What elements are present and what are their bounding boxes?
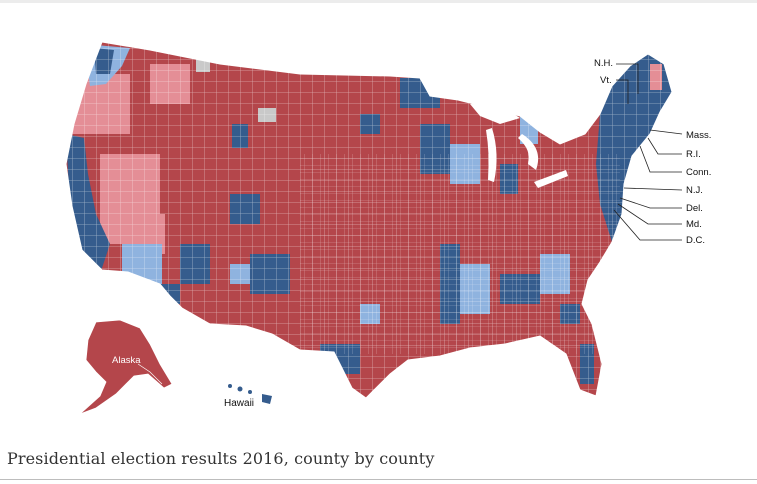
northeast-callouts: N.H. Vt. Mass. R.I. Conn. N.J. Del. Md. … — [594, 58, 711, 246]
lake-erie — [534, 170, 568, 188]
hawaii: Hawaii — [224, 384, 272, 409]
alaska: Alaska — [79, 319, 173, 415]
label-md: Md. — [686, 219, 702, 230]
lake-huron — [518, 134, 539, 170]
election-map: Alaska Hawaii N.H. Vt. Mass. R.I. Conn. … — [0, 4, 757, 436]
lake-michigan — [486, 128, 497, 182]
label-vt: Vt. — [600, 75, 612, 86]
top-divider — [0, 0, 757, 3]
label-del: Del. — [686, 203, 703, 214]
county-map-svg: Alaska Hawaii N.H. Vt. Mass. R.I. Conn. … — [65, 41, 711, 415]
label-mass: Mass. — [686, 130, 711, 141]
label-nj: N.J. — [686, 185, 703, 196]
label-alaska: Alaska — [112, 355, 141, 366]
label-ri: R.I. — [686, 149, 701, 160]
label-dc: D.C. — [686, 235, 705, 246]
lake-superior — [470, 104, 520, 124]
label-hawaii: Hawaii — [224, 398, 254, 409]
label-conn: Conn. — [686, 167, 711, 178]
label-nh: N.H. — [594, 58, 613, 69]
map-caption: Presidential election results 2016, coun… — [7, 449, 435, 468]
bottom-divider — [0, 479, 757, 480]
